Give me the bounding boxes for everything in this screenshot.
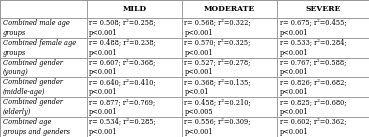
Bar xyxy=(277,97,369,117)
Text: r= 0.675; r²=0.455;
p<0.001: r= 0.675; r²=0.455; p<0.001 xyxy=(280,19,346,37)
Text: MODERATE: MODERATE xyxy=(204,5,255,13)
Bar xyxy=(0,77,87,97)
Bar xyxy=(87,77,182,97)
Bar xyxy=(277,77,369,97)
Bar xyxy=(277,38,369,58)
Bar xyxy=(0,0,87,18)
Text: SEVERE: SEVERE xyxy=(306,5,341,13)
Text: Combined gender
(middle-age): Combined gender (middle-age) xyxy=(3,79,62,96)
Text: Combined gender
(young): Combined gender (young) xyxy=(3,59,62,76)
Bar xyxy=(182,0,277,18)
Text: r= 0.533; r²=0.284;
p<0.001: r= 0.533; r²=0.284; p<0.001 xyxy=(280,39,346,56)
Text: r= 0.568; r²=0.322;
p<0.001: r= 0.568; r²=0.322; p<0.001 xyxy=(184,19,251,37)
Text: r= 0.767; r²=0.588;
p<0.001: r= 0.767; r²=0.588; p<0.001 xyxy=(280,59,346,76)
Bar xyxy=(87,97,182,117)
Bar xyxy=(277,58,369,77)
Bar xyxy=(182,18,277,38)
Text: r= 0.825; r²=0.680;
p<0.001: r= 0.825; r²=0.680; p<0.001 xyxy=(280,98,346,116)
Bar xyxy=(277,117,369,137)
Text: Combined age
groups and genders: Combined age groups and genders xyxy=(3,118,70,136)
Text: r= 0.368; r²=0.135;
p<0.01: r= 0.368; r²=0.135; p<0.01 xyxy=(184,79,251,96)
Bar xyxy=(0,38,87,58)
Text: Combined female age
groups: Combined female age groups xyxy=(3,39,76,56)
Text: r= 0.556; r²=0.309;
p<0.001: r= 0.556; r²=0.309; p<0.001 xyxy=(184,118,251,136)
Bar xyxy=(182,97,277,117)
Bar xyxy=(277,18,369,38)
Text: r= 0.488; r²=0.238;
p<0.001: r= 0.488; r²=0.238; p<0.001 xyxy=(89,39,156,56)
Text: r= 0.527; r²=0.278;
p<0.001: r= 0.527; r²=0.278; p<0.001 xyxy=(184,59,251,76)
Text: MILD: MILD xyxy=(122,5,146,13)
Bar xyxy=(0,58,87,77)
Text: r= 0.508; r²=0.258;
p<0.001: r= 0.508; r²=0.258; p<0.001 xyxy=(89,19,156,37)
Bar xyxy=(182,117,277,137)
Text: r= 0.607; r²=0.368;
p<0.001: r= 0.607; r²=0.368; p<0.001 xyxy=(89,59,156,76)
Bar xyxy=(182,58,277,77)
Bar xyxy=(0,117,87,137)
Bar xyxy=(182,77,277,97)
Text: r= 0.640; r²=0.410;
p<0.001: r= 0.640; r²=0.410; p<0.001 xyxy=(89,79,156,96)
Bar xyxy=(277,0,369,18)
Bar xyxy=(0,97,87,117)
Text: r= 0.534; r²=0.285;
p<0.001: r= 0.534; r²=0.285; p<0.001 xyxy=(89,118,156,136)
Bar xyxy=(87,38,182,58)
Bar xyxy=(87,18,182,38)
Text: r= 0.458; r²=0.210;
p<0.005: r= 0.458; r²=0.210; p<0.005 xyxy=(184,98,251,116)
Bar xyxy=(87,58,182,77)
Text: r= 0.602; r²=0.362;
p<0.001: r= 0.602; r²=0.362; p<0.001 xyxy=(280,118,346,136)
Bar xyxy=(0,18,87,38)
Text: Combined gender
(elderly): Combined gender (elderly) xyxy=(3,98,62,116)
Text: Combined male age
groups: Combined male age groups xyxy=(3,19,69,37)
Bar xyxy=(87,117,182,137)
Bar xyxy=(87,0,182,18)
Text: r= 0.826; r²=0.682;
p<0.001: r= 0.826; r²=0.682; p<0.001 xyxy=(280,79,346,96)
Text: r= 0.877; r²=0.769;
p<0.001: r= 0.877; r²=0.769; p<0.001 xyxy=(89,98,156,116)
Text: r= 0.570; r²=0.325;
p<0.001: r= 0.570; r²=0.325; p<0.001 xyxy=(184,39,251,56)
Bar xyxy=(182,38,277,58)
